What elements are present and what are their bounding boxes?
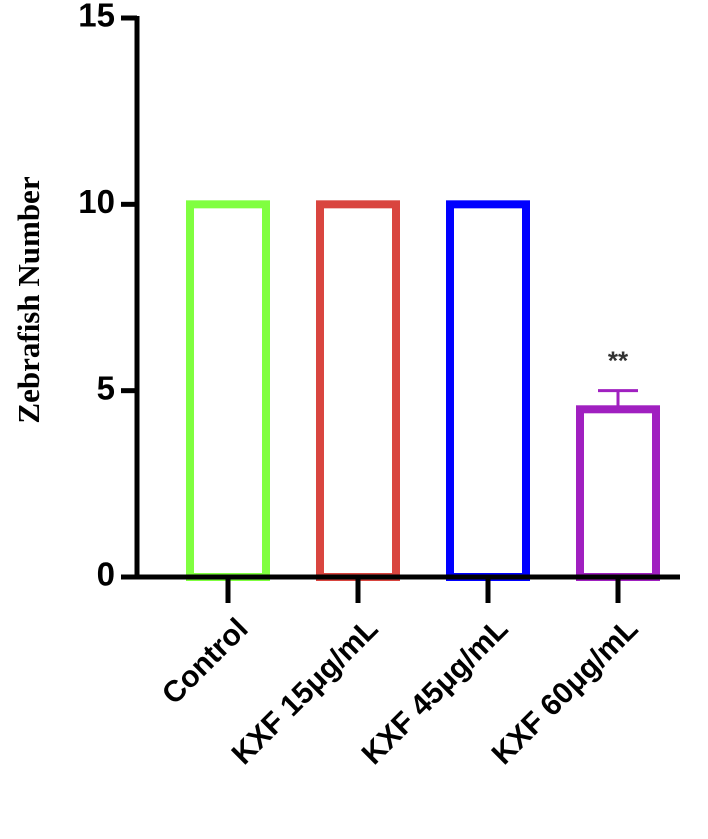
bar: [316, 200, 400, 581]
y-axis-title: Zebrafish Number: [11, 176, 46, 423]
bar: [576, 405, 660, 581]
significance-label: **: [608, 346, 629, 376]
bar: [446, 200, 530, 581]
y-tick-label: 15: [78, 0, 115, 34]
bar: [186, 200, 270, 581]
y-tick-label: 5: [97, 369, 115, 406]
x-tick-label: Control: [156, 612, 255, 711]
y-tick-label: 0: [97, 556, 115, 593]
y-tick-label: 10: [78, 183, 115, 220]
error-bar: [598, 389, 638, 410]
